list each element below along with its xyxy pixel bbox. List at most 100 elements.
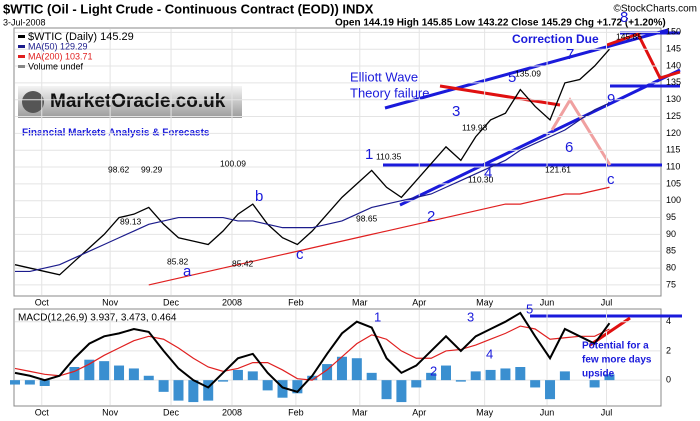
histogram-bar [262, 380, 273, 391]
histogram-bar [218, 380, 229, 382]
y-tick-label: 90 [666, 229, 676, 239]
x-tick-label: Nov [102, 407, 119, 417]
annotation: Elliott Wave [350, 69, 418, 84]
x-tick-label: Apr [412, 407, 426, 417]
y-tick-label: 80 [666, 262, 676, 272]
macd-annotation: 1 [374, 309, 381, 324]
annotation: 2 [427, 208, 435, 225]
annotation: 6 [565, 139, 573, 156]
x-tick-label: Apr [412, 297, 426, 307]
x-tick-label: Jul [601, 407, 613, 417]
legend-entry: $WTIC (Daily) 145.29 [28, 31, 134, 43]
price-label: 99.29 [141, 164, 163, 174]
x-tick-label: May [476, 297, 494, 307]
histogram-bar [128, 368, 139, 381]
histogram-bar [84, 359, 95, 381]
y-tick-label: 130 [666, 94, 681, 104]
histogram-bar [307, 375, 318, 381]
macd-annotation: upside [582, 369, 615, 380]
histogram-bar [203, 380, 214, 401]
macd-annotation: 5 [526, 301, 533, 316]
annotation: Correction Due [512, 32, 599, 46]
price-label: 110.30 [468, 174, 494, 184]
x-tick-label: Nov [102, 297, 119, 307]
x-tick-label: 2008 [222, 297, 242, 307]
x-tick-label: May [476, 407, 494, 417]
histogram-bar [322, 364, 333, 381]
x-tick-label: Dec [163, 297, 180, 307]
price-label: 121.61 [545, 164, 571, 174]
histogram-bar [188, 380, 199, 403]
logo: MarketOracle.co.uk [50, 91, 226, 112]
logo-icon [22, 91, 44, 113]
y-tick-label: 110 [666, 161, 680, 171]
histogram-bar [114, 365, 125, 381]
histogram-bar [366, 372, 377, 381]
histogram-bar [440, 365, 451, 381]
histogram-bar [336, 356, 347, 381]
macd-annotation: Potential for a [582, 341, 649, 352]
histogram-bar [396, 380, 407, 403]
x-tick-label: Feb [288, 407, 304, 417]
histogram-bar [39, 380, 50, 386]
histogram-bar [485, 369, 496, 381]
y-tick-label: 115 [666, 145, 680, 155]
histogram-bar [99, 361, 110, 381]
macd-annotation: 4 [486, 346, 493, 361]
y-tick-label: 105 [666, 178, 681, 188]
macd-annotation: 3 [467, 309, 474, 324]
y-tick-label: 140 [666, 60, 681, 70]
legend-swatch [18, 55, 25, 58]
price-label: 98.65 [356, 213, 378, 223]
y-tick-label: 4 [666, 316, 671, 326]
legend-swatch [18, 35, 25, 38]
y-tick-label: 2 [666, 345, 671, 355]
x-tick-label: Mar [352, 297, 368, 307]
annotation: 1 [365, 146, 373, 163]
x-tick-label: Mar [352, 407, 368, 417]
macd-annotation: 2 [430, 363, 437, 378]
y-tick-label: 135 [666, 77, 681, 87]
histogram-bar [589, 380, 600, 388]
y-tick-label: 100 [666, 195, 681, 205]
histogram-bar [559, 371, 570, 381]
histogram-bar [158, 380, 169, 392]
price-label: 85.82 [167, 256, 189, 266]
signal-line [14, 325, 610, 381]
legend-swatch [18, 65, 25, 68]
price-label: 98.62 [108, 164, 130, 174]
x-tick-label: Oct [35, 297, 50, 307]
credit: ©StockCharts.com [613, 4, 697, 15]
legend-swatch [18, 45, 25, 48]
price-label: 100.09 [220, 158, 246, 168]
histogram-bar [24, 380, 35, 385]
y-tick-label: 150 [666, 27, 681, 37]
ma-line [15, 102, 610, 273]
x-tick-label: Jun [540, 297, 555, 307]
price-panel [13, 27, 662, 297]
x-tick-label: Dec [163, 407, 180, 417]
x-tick-label: 2008 [222, 407, 242, 417]
x-tick-label: Jul [601, 297, 613, 307]
histogram-bar [232, 369, 243, 381]
x-tick-label: Oct [35, 407, 50, 417]
y-tick-label: 85 [666, 246, 676, 256]
histogram-bar [143, 375, 154, 381]
histogram-bar [381, 380, 392, 400]
histogram-bar [545, 380, 556, 400]
price-label: 119.93 [462, 122, 488, 132]
annotation: 4 [484, 165, 492, 182]
histogram-bar [500, 368, 511, 381]
y-tick-label: 145 [666, 44, 681, 54]
annotation: 3 [452, 103, 460, 120]
histogram-bar [351, 358, 362, 381]
histogram-bar [426, 372, 437, 381]
histogram-bar [69, 367, 80, 381]
price-label: 110.35 [376, 151, 402, 161]
x-tick-label: Feb [288, 297, 304, 307]
histogram-bar [411, 380, 422, 388]
histogram-bar [530, 380, 541, 388]
legend-entry: MA(200) 103.71 [28, 51, 93, 61]
date: 3-Jul-2008 [3, 17, 46, 27]
